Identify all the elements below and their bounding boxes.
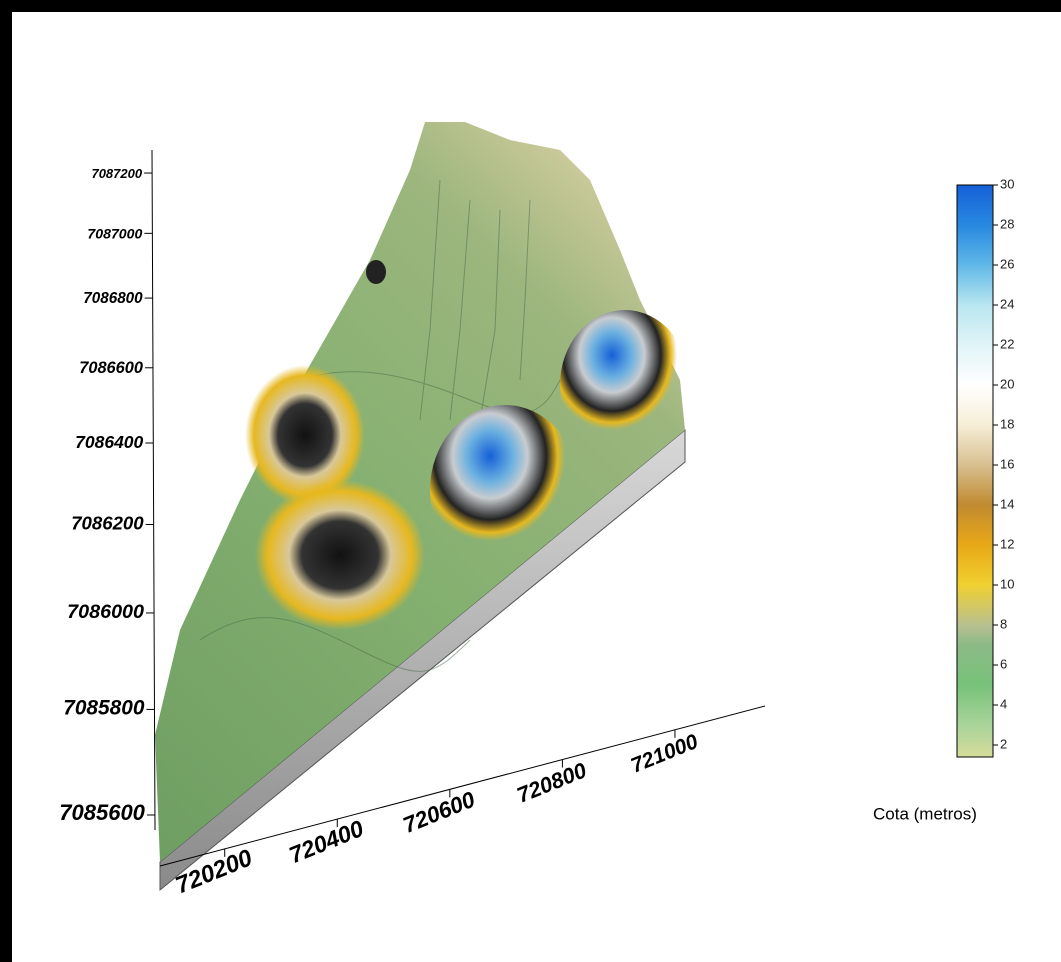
hill bbox=[430, 405, 580, 575]
colorbar-tick-label: 28 bbox=[1000, 216, 1014, 231]
colorbar-tick-label: 12 bbox=[1000, 536, 1014, 551]
colorbar-tick-label: 26 bbox=[1000, 256, 1014, 271]
colorbar-tick-label: 22 bbox=[1000, 336, 1014, 351]
colorbar-tick-label: 8 bbox=[1000, 616, 1007, 631]
colorbar-tick-label: 18 bbox=[1000, 416, 1014, 431]
colorbar-tick-label: 16 bbox=[1000, 456, 1014, 471]
chart: Cota (metros) 7085600 7085800 7086000 70862… bbox=[0, 0, 1061, 962]
y-tick-label: 7086600 bbox=[79, 359, 143, 377]
hill bbox=[560, 310, 690, 460]
y-tick-label: 7087200 bbox=[91, 166, 142, 181]
y-tick-label: 7086200 bbox=[71, 512, 144, 533]
colorbar-tick-label: 2 bbox=[1000, 736, 1007, 751]
y-tick-label: 7086000 bbox=[67, 601, 144, 623]
colorbar-tick-label: 4 bbox=[1000, 696, 1007, 711]
y-tick-label: 7087000 bbox=[87, 225, 142, 241]
y-tick-label: 7086400 bbox=[75, 432, 143, 452]
colorbar-tick-label: 30 bbox=[1000, 176, 1014, 191]
y-tick-label: 7085600 bbox=[59, 800, 145, 825]
y-tick-label: 7086800 bbox=[83, 290, 143, 307]
hill bbox=[366, 260, 386, 284]
colorbar-tick-label: 14 bbox=[1000, 496, 1014, 511]
colorbar-tick-label: 20 bbox=[1000, 376, 1014, 391]
colorbar-tick-label: 10 bbox=[1000, 576, 1014, 591]
colorbar-tick-label: 24 bbox=[1000, 296, 1014, 311]
colorbar-tick-label: 6 bbox=[1000, 656, 1007, 671]
colorbar bbox=[957, 185, 993, 757]
colorbar-title: Cota (metros) bbox=[873, 804, 977, 823]
y-tick-label: 7085800 bbox=[63, 696, 145, 719]
hill bbox=[255, 480, 425, 630]
